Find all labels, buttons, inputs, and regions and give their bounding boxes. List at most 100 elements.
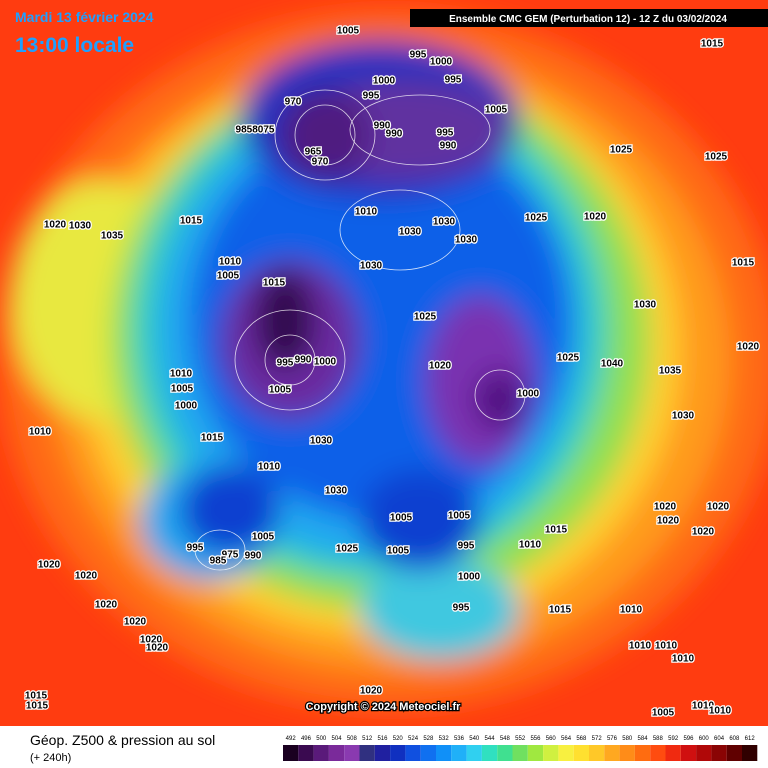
isobar-label: 1015 xyxy=(263,278,286,289)
colorbar-swatch xyxy=(298,745,314,761)
isobar-label: 1010 xyxy=(258,462,281,473)
colorbar-swatch xyxy=(344,745,360,761)
isobar-labels: 1005995100099510009951005970985807596597… xyxy=(24,24,761,720)
isobar-label: 1005 xyxy=(485,105,508,116)
isobar-label: 970 xyxy=(312,157,329,168)
isobar-label: 995 xyxy=(458,541,475,552)
colorbar-swatch xyxy=(451,745,467,761)
isobar-label: 1005 xyxy=(387,546,410,557)
isobar-label: 1025 xyxy=(336,544,359,555)
isobar-label: 1020 xyxy=(654,502,677,513)
colorbar-swatch xyxy=(313,745,329,761)
isobar-label: 1030 xyxy=(672,411,695,422)
isobar-label: 1015 xyxy=(180,216,203,227)
colorbar-label: 536 xyxy=(454,736,465,742)
isobar-label: 1010 xyxy=(620,605,643,616)
isobar-label: 1005 xyxy=(652,708,675,719)
isobar-label: 1000 xyxy=(373,76,396,87)
isobar-label: 1010 xyxy=(692,701,715,712)
colorbar-label: 500 xyxy=(316,736,327,742)
colorbar-label: 520 xyxy=(393,736,404,742)
colorbar-label: 600 xyxy=(699,736,710,742)
isobar-label: 1020 xyxy=(692,527,715,538)
run-label: Ensemble CMC GEM (Perturbation 12) - 12 … xyxy=(449,14,727,25)
isobar-label: 990 xyxy=(295,355,312,366)
isobar-label: 1030 xyxy=(634,300,657,311)
colorbar-label: 508 xyxy=(347,736,358,742)
colorbar-label: 576 xyxy=(607,736,618,742)
isobar-label: 990 xyxy=(245,551,262,562)
isobar-label: 995 xyxy=(410,50,427,61)
isobar-label: 1020 xyxy=(124,617,147,628)
isobar-label: 1010 xyxy=(29,427,52,438)
colorbar-swatch xyxy=(696,745,712,761)
colorbar-label: 588 xyxy=(653,736,664,742)
isobar-label: 1000 xyxy=(314,357,337,368)
isobar-label: 1030 xyxy=(399,227,422,238)
isobar-label: 1010 xyxy=(629,641,652,652)
colorbar-label: 516 xyxy=(377,736,388,742)
colorbar-swatch xyxy=(359,745,375,761)
isobar-label: 1010 xyxy=(219,257,242,268)
isobar-label: 1000 xyxy=(175,401,198,412)
isobar-label: 1010 xyxy=(355,207,378,218)
isobar-label: 995 xyxy=(363,91,380,102)
isobar-label: 1030 xyxy=(433,217,456,228)
isobar-label: 1020 xyxy=(657,516,680,527)
isobar-label: 1020 xyxy=(707,502,730,513)
colorbar-swatch xyxy=(420,745,436,761)
isobar-label: 990 xyxy=(374,121,391,132)
date-label: Mardi 13 février 2024 xyxy=(15,9,154,25)
isobar-label: 995 xyxy=(445,75,462,86)
colorbar-swatch xyxy=(665,745,681,761)
isobar-label: 1010 xyxy=(655,641,678,652)
colorbar-label: 592 xyxy=(668,736,679,742)
colorbar-swatch xyxy=(558,745,574,761)
colorbar-label: 504 xyxy=(332,736,343,742)
colorbar-swatch xyxy=(328,745,345,761)
colorbar-swatch xyxy=(742,745,758,761)
isobar-label: 1025 xyxy=(610,145,633,156)
isobar-label: 1020 xyxy=(737,342,760,353)
colorbar-label: 524 xyxy=(408,736,419,742)
isobar-label: 1010 xyxy=(709,706,732,717)
isobar-label: 995 xyxy=(437,128,454,139)
colorbar-label: 568 xyxy=(576,736,587,742)
isobar-label: 1000 xyxy=(517,389,540,400)
colorbar-swatch xyxy=(497,745,513,761)
colorbar-label: 572 xyxy=(592,736,603,742)
isobar-label: 1005 xyxy=(448,511,471,522)
isobar-label: 990 xyxy=(440,141,457,152)
colorbar-swatch xyxy=(589,745,605,761)
colorbar-swatch xyxy=(512,745,528,761)
isobar-label: 1040 xyxy=(601,359,624,370)
isobar-label: 1020 xyxy=(95,600,118,611)
isobar-label: 1005 xyxy=(252,532,275,543)
isobar-label: 1025 xyxy=(705,152,728,163)
isobar-label: 1025 xyxy=(414,312,437,323)
time-label: 13:00 locale xyxy=(15,34,134,57)
colorbar-label: 512 xyxy=(362,736,373,742)
isobar-label: 1030 xyxy=(455,235,478,246)
isobar-label: 1010 xyxy=(672,654,695,665)
isobar-label: 1020 xyxy=(44,220,67,231)
isobar-label: 1015 xyxy=(25,691,48,702)
colorbar-label: 584 xyxy=(638,736,649,742)
colorbar-swatch xyxy=(390,745,406,761)
isobar-label: 995 xyxy=(277,358,294,369)
isobar-label: 970 xyxy=(285,97,302,108)
colorbar-label: 540 xyxy=(469,736,480,742)
isobar-label: 1010 xyxy=(170,369,193,380)
isobar-label: 975 xyxy=(222,550,239,561)
isobar-label: 1025 xyxy=(557,353,580,364)
isobar-label: 1030 xyxy=(69,221,92,232)
colorbar-label: 596 xyxy=(683,736,694,742)
copyright: Copyright © 2024 Meteociel.fr xyxy=(306,701,462,713)
colorbar-swatch xyxy=(604,745,620,761)
isobar-label: 1005 xyxy=(390,513,413,524)
colorbar-swatch xyxy=(283,745,299,761)
colorbar-label: 608 xyxy=(729,736,740,742)
isobar-label: 1020 xyxy=(146,643,169,654)
